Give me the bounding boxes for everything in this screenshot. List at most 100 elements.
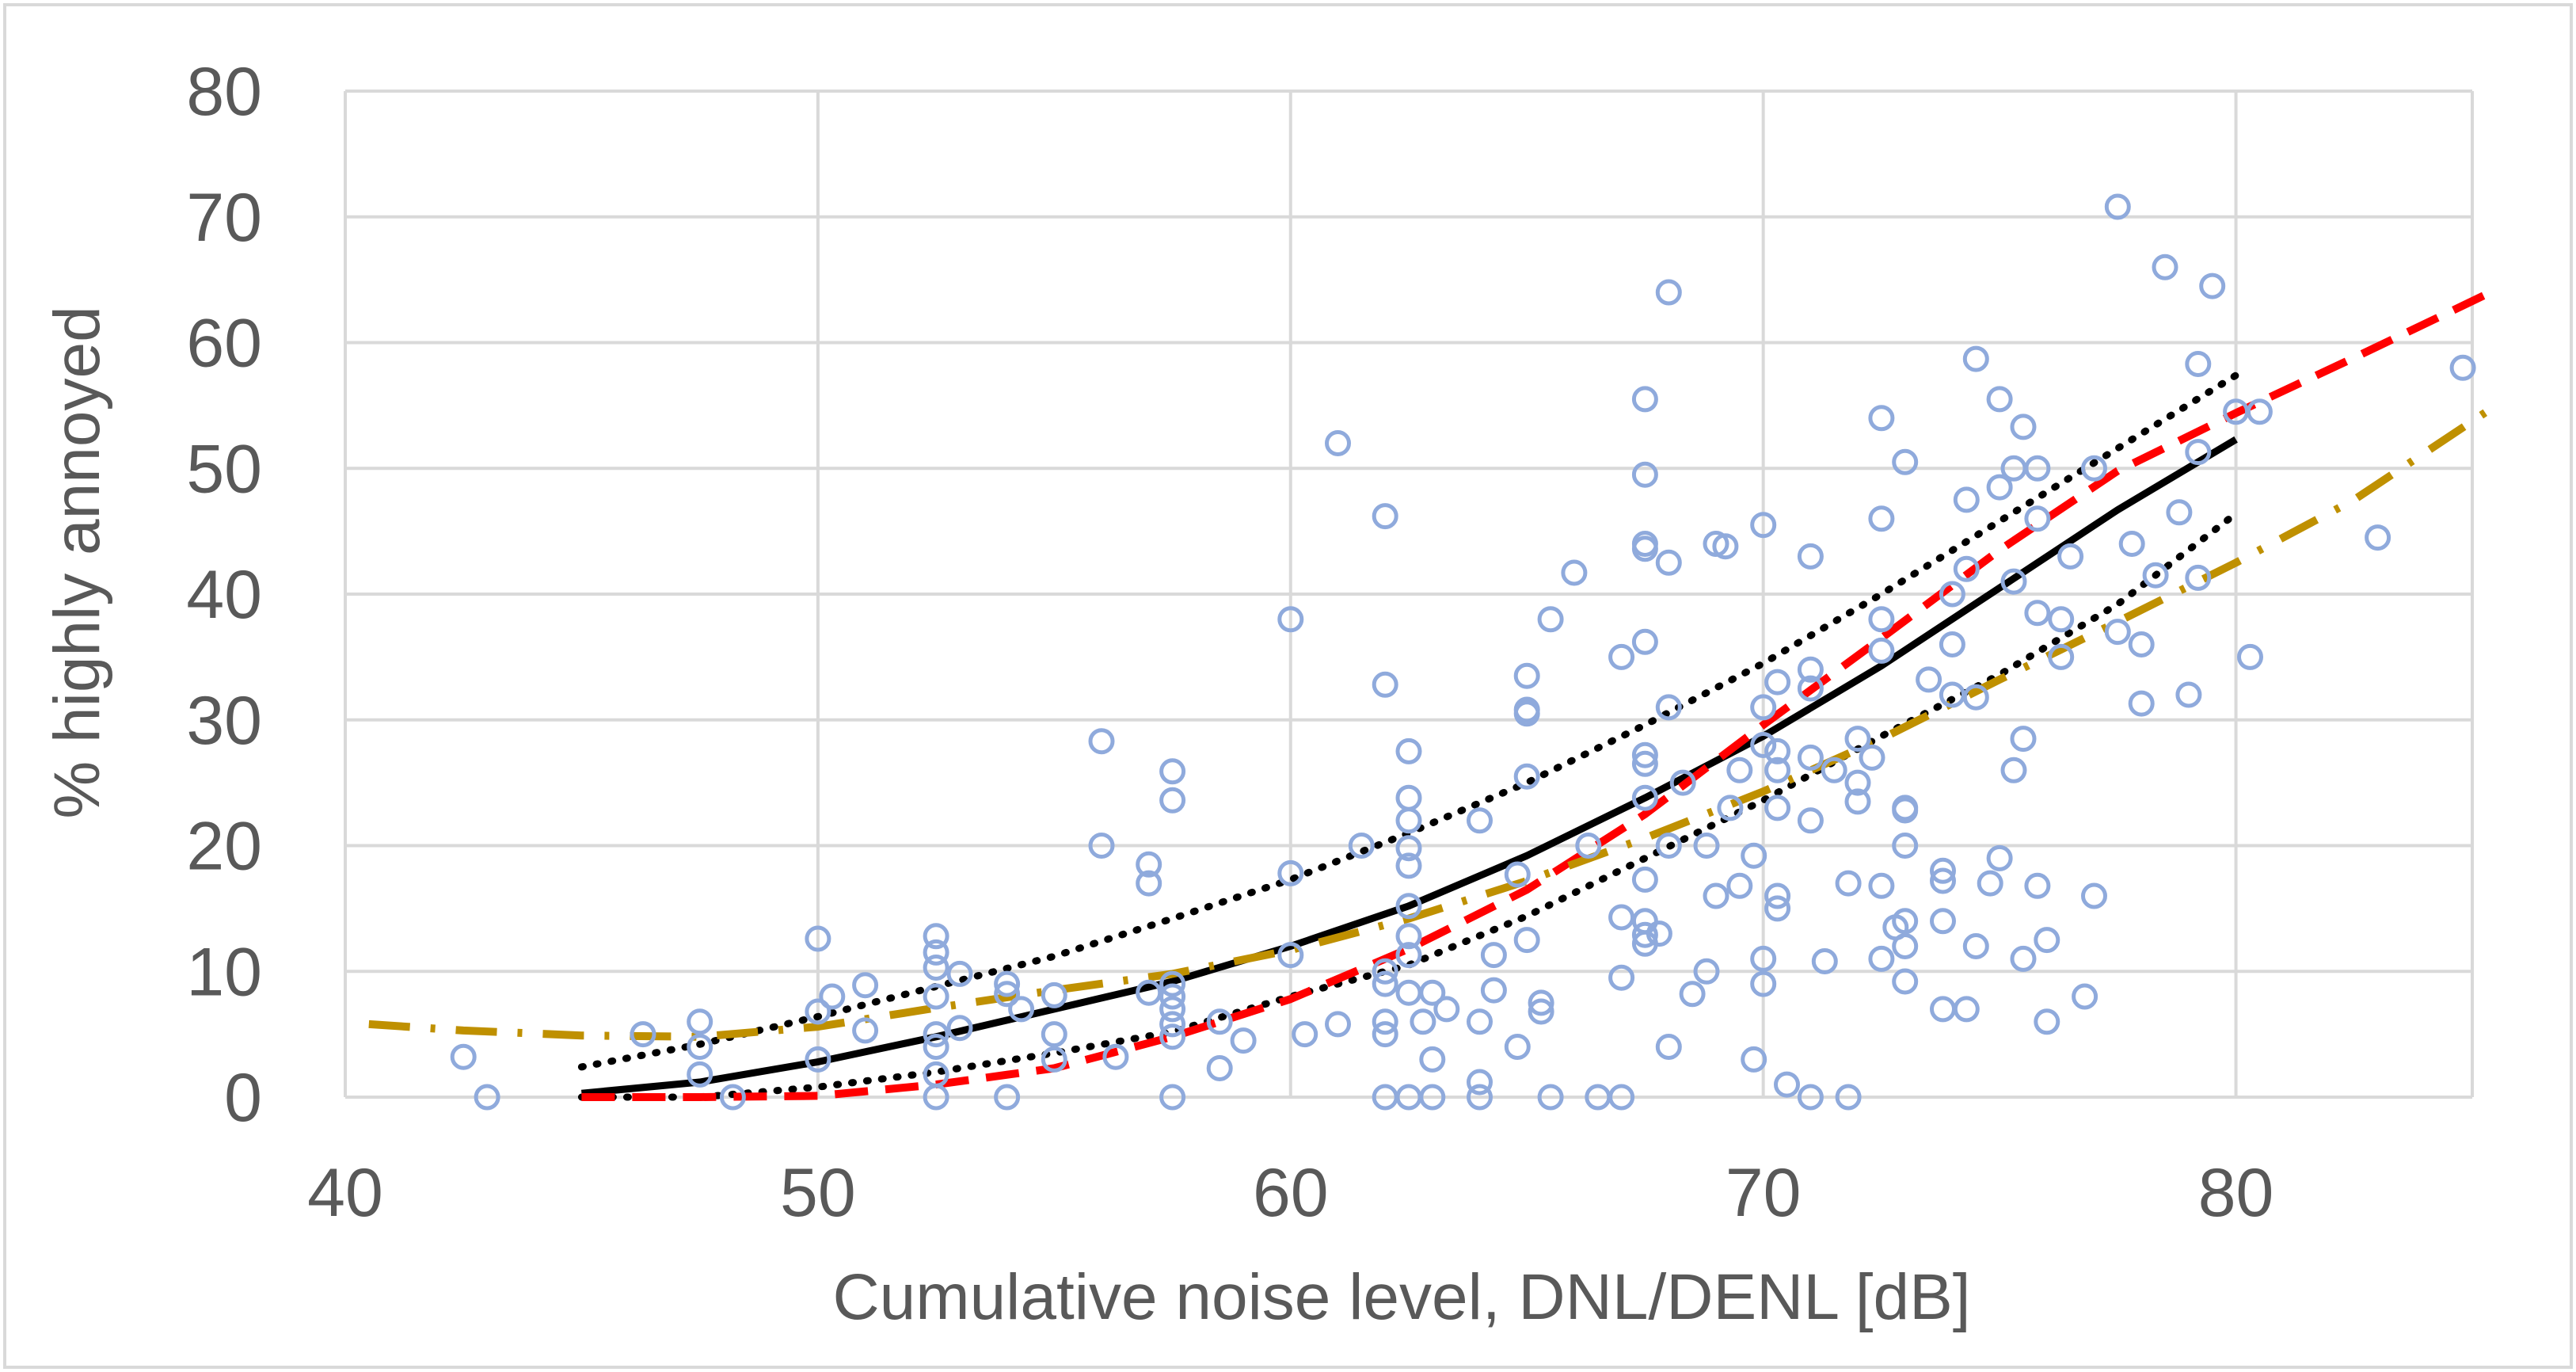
scatter-point [1608, 904, 1635, 931]
scatter-point [2449, 354, 2476, 381]
scatter-point [1764, 895, 1791, 922]
scatter-point [923, 923, 949, 950]
scatter-point [1395, 835, 1422, 862]
scatter-point [1136, 979, 1162, 1006]
scatter-point [923, 1084, 949, 1111]
scatter-point [1102, 1043, 1129, 1070]
scatter-point [1008, 996, 1035, 1023]
scatter-point [1528, 998, 1554, 1025]
scatter-point [1041, 1046, 1067, 1073]
series-line-red-dashed-4 [581, 286, 2498, 1101]
scatter-point [2237, 643, 2263, 670]
scatter-point [1277, 942, 1304, 969]
scatter-point [1868, 405, 1895, 432]
scatter-point [1467, 1008, 1493, 1035]
scatter-point [1206, 1008, 1233, 1035]
y-tick-label: 50 [186, 431, 262, 507]
scatter-point [1631, 535, 1658, 562]
scatter-point [2048, 606, 2075, 633]
scatter-point [1513, 700, 1540, 727]
scatter-point [1750, 970, 1777, 997]
x-tick-label: 40 [307, 1155, 383, 1231]
scatter-point [1631, 921, 1658, 948]
scatter-point [805, 998, 831, 1025]
scatter-point [1844, 788, 1871, 815]
scatter-point [1585, 1084, 1611, 1111]
scatter-point [1953, 555, 1980, 582]
scatter-point [1372, 958, 1398, 985]
scatter-point [2185, 439, 2212, 466]
scatter-point [1159, 1011, 1186, 1038]
scatter-point [1797, 543, 1824, 570]
scatter-point [1561, 559, 1588, 586]
scatter-point [2199, 272, 2226, 299]
scatter-point [1986, 386, 2013, 413]
scatter-point [1859, 744, 1885, 771]
scatter-point [1646, 920, 1672, 947]
scatter-point [1953, 996, 1980, 1023]
scatter-point [1136, 870, 1162, 897]
scatter-point [2024, 872, 2051, 899]
scatter-point [1741, 1046, 1767, 1073]
scatter-point [450, 1043, 477, 1070]
scatter-point [1395, 923, 1422, 950]
x-tick-label: 60 [1253, 1155, 1329, 1231]
scatter-point [1395, 807, 1422, 834]
scatter-point [994, 970, 1021, 997]
y-tick-label: 30 [186, 683, 262, 759]
scatter-point [923, 939, 949, 966]
scatter-point [1868, 872, 1895, 899]
scatter-point [1206, 1055, 1233, 1081]
scatter-point [1513, 927, 1540, 954]
scatter-point [1631, 386, 1658, 413]
scatter-point [1410, 1008, 1436, 1035]
scatter-point [2185, 351, 2212, 377]
scatter-point [1159, 787, 1186, 814]
scatter-point [994, 981, 1021, 1008]
scatter-point [719, 1084, 746, 1111]
scatter-point [819, 983, 846, 1010]
scatter-point [1953, 486, 1980, 513]
scatter-point [1277, 606, 1304, 633]
scatter-point [1467, 807, 1493, 834]
scatter-point [1892, 448, 1919, 475]
scatter-point [1930, 867, 1956, 894]
scatter-point [994, 1084, 1021, 1111]
scatter-point [1608, 964, 1635, 991]
scatter-point [852, 972, 879, 999]
scatter-point [1631, 866, 1658, 893]
scatter-point [1892, 833, 1919, 859]
scatter-point [2057, 543, 2084, 570]
scatter-point [1797, 656, 1824, 683]
scatter-point [1764, 737, 1791, 764]
scatter-point [2118, 531, 2145, 557]
scatter-point [1372, 1008, 1398, 1035]
scatter-point [1930, 857, 1956, 884]
y-tick-label: 20 [186, 809, 262, 885]
scatter-point [1395, 852, 1422, 879]
scatter-point [2104, 193, 2131, 220]
scatter-point [1419, 1046, 1446, 1073]
scatter-point [2128, 690, 2155, 717]
scatter-point [1693, 833, 1720, 859]
scatter-point [1467, 1069, 1493, 1096]
scatter-point [2010, 726, 2037, 753]
scatter-point [1868, 505, 1895, 532]
chart-frame [3, 3, 2573, 1369]
scatter-point [1348, 833, 1375, 859]
scatter-point [1882, 914, 1909, 941]
scatter-point [1480, 977, 1507, 1004]
y-tick-label: 0 [224, 1060, 262, 1136]
scatter-point [2246, 398, 2273, 425]
scatter-point [630, 1021, 656, 1048]
scatter-point [1986, 844, 2013, 871]
scatter-point [1811, 948, 1838, 974]
scatter-point [805, 925, 831, 952]
scatter-point [1717, 795, 1744, 821]
scatter-point [1372, 970, 1398, 997]
scatter-point [1693, 958, 1720, 985]
scatter-point [1797, 744, 1824, 771]
scatter-point [1726, 872, 1753, 899]
scatter-point [1821, 757, 1847, 783]
